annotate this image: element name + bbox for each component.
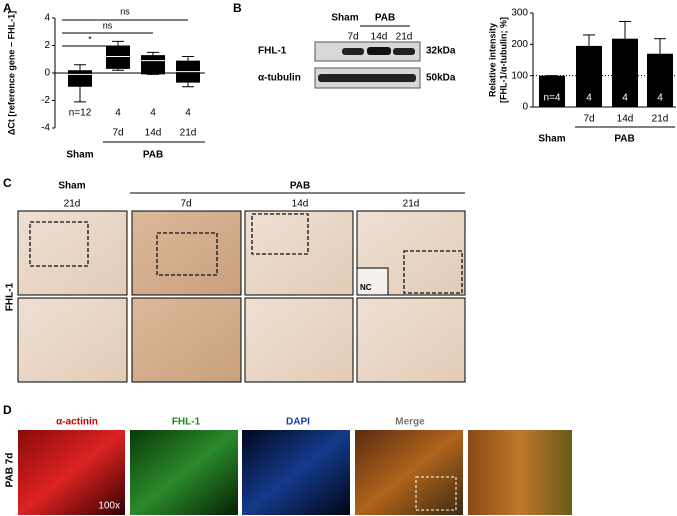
nc-inset bbox=[356, 267, 389, 296]
zoom-box bbox=[403, 250, 463, 294]
y-tick-label: 0 bbox=[522, 102, 528, 113]
image bbox=[131, 210, 242, 296]
n-label: 4 bbox=[622, 93, 628, 104]
column-label: 21d bbox=[64, 199, 81, 210]
image bbox=[356, 297, 466, 383]
blot-row-label: α-tubulin bbox=[258, 73, 301, 84]
column-label: 14d bbox=[292, 199, 309, 210]
image bbox=[130, 430, 238, 515]
layout bbox=[17, 25, 572, 515]
x-tick-label: 21d bbox=[180, 128, 197, 139]
row-label: PAB 7d bbox=[5, 453, 16, 488]
box bbox=[106, 45, 130, 69]
group-label: Sham bbox=[66, 150, 93, 161]
channel-label: FHL-1 bbox=[172, 417, 201, 428]
x-tick-label: 7d bbox=[583, 114, 594, 125]
panel-label: D bbox=[3, 403, 12, 417]
x-tick-label: 21d bbox=[652, 114, 669, 125]
blot-size: 32kDa bbox=[426, 46, 456, 57]
n-label: n=12 bbox=[69, 108, 92, 119]
n-label: 4 bbox=[586, 93, 592, 104]
blot-lane: 14d bbox=[371, 32, 388, 43]
y-tick-label: -4 bbox=[41, 123, 50, 134]
y-tick-label: 200 bbox=[511, 39, 528, 50]
significance-label: * bbox=[88, 34, 92, 44]
y-tick-label: 4 bbox=[44, 13, 50, 24]
bar bbox=[539, 75, 565, 107]
x-tick-label: 14d bbox=[617, 114, 634, 125]
bar bbox=[612, 38, 638, 108]
panel-label: A bbox=[3, 1, 12, 15]
column-label: 21d bbox=[403, 199, 420, 210]
column-label: 7d bbox=[180, 199, 191, 210]
channel-label: DAPI bbox=[286, 417, 310, 428]
image bbox=[242, 430, 350, 515]
image bbox=[131, 297, 242, 383]
image bbox=[468, 430, 572, 515]
group-label: PAB bbox=[614, 134, 634, 145]
band bbox=[393, 48, 415, 55]
group-label: Sham bbox=[538, 134, 565, 145]
y-tick-label: 2 bbox=[44, 40, 50, 51]
y-axis-label: [FHL-1/α-tubulin; %] bbox=[498, 17, 508, 103]
x-tick-label: 14d bbox=[145, 128, 162, 139]
group-label: Sham bbox=[58, 181, 85, 192]
image bbox=[17, 210, 128, 296]
blot-group: Sham bbox=[331, 13, 358, 24]
blot-lane: 21d bbox=[396, 32, 413, 43]
n-label: n=4 bbox=[544, 93, 561, 104]
band bbox=[342, 48, 364, 55]
band bbox=[367, 47, 391, 55]
panel-label: C bbox=[3, 176, 12, 190]
y-axis-label: Relative intensity bbox=[487, 23, 497, 97]
zoom-boxes bbox=[29, 213, 463, 294]
row-label: FHL-1 bbox=[5, 282, 16, 311]
y-tick-label: 0 bbox=[44, 68, 50, 79]
blot-row-label: FHL-1 bbox=[258, 46, 287, 57]
image bbox=[244, 297, 354, 383]
y-tick-label: -2 bbox=[41, 95, 50, 106]
image bbox=[244, 210, 354, 296]
y-tick-label: 100 bbox=[511, 70, 528, 81]
blot-lane: 7d bbox=[347, 32, 358, 43]
n-label: 4 bbox=[150, 108, 156, 119]
n-label: 4 bbox=[185, 108, 191, 119]
image bbox=[17, 297, 128, 383]
y-tick-label: 300 bbox=[511, 8, 528, 19]
box bbox=[68, 70, 92, 87]
n-label: 4 bbox=[657, 93, 663, 104]
bar bbox=[576, 45, 602, 107]
significance-label: ns bbox=[120, 6, 130, 16]
blot-size: 50kDa bbox=[426, 73, 456, 84]
group-label: PAB bbox=[290, 181, 310, 192]
panel-label: B bbox=[233, 1, 242, 15]
magnification: 100x bbox=[98, 501, 120, 512]
zoom-box bbox=[415, 476, 457, 511]
zoom-box bbox=[29, 221, 89, 267]
box bbox=[141, 55, 165, 75]
significance-label: ns bbox=[103, 20, 113, 30]
zoom-box bbox=[251, 213, 309, 255]
channel-label: Merge bbox=[395, 417, 425, 428]
y-axis-label: ΔCt [reference gene − FHL-1] bbox=[6, 11, 16, 135]
band bbox=[318, 74, 416, 82]
group-label: PAB bbox=[143, 150, 163, 161]
blot-group: PAB bbox=[375, 13, 395, 24]
inset-label: NC bbox=[360, 283, 372, 292]
bar bbox=[647, 53, 673, 107]
image bbox=[355, 430, 463, 515]
histology-images bbox=[17, 210, 466, 383]
zoom-box bbox=[156, 232, 218, 276]
n-label: 4 bbox=[115, 108, 121, 119]
x-tick-label: 7d bbox=[112, 128, 123, 139]
channel-label: α-actinin bbox=[56, 417, 98, 428]
image bbox=[18, 430, 125, 515]
